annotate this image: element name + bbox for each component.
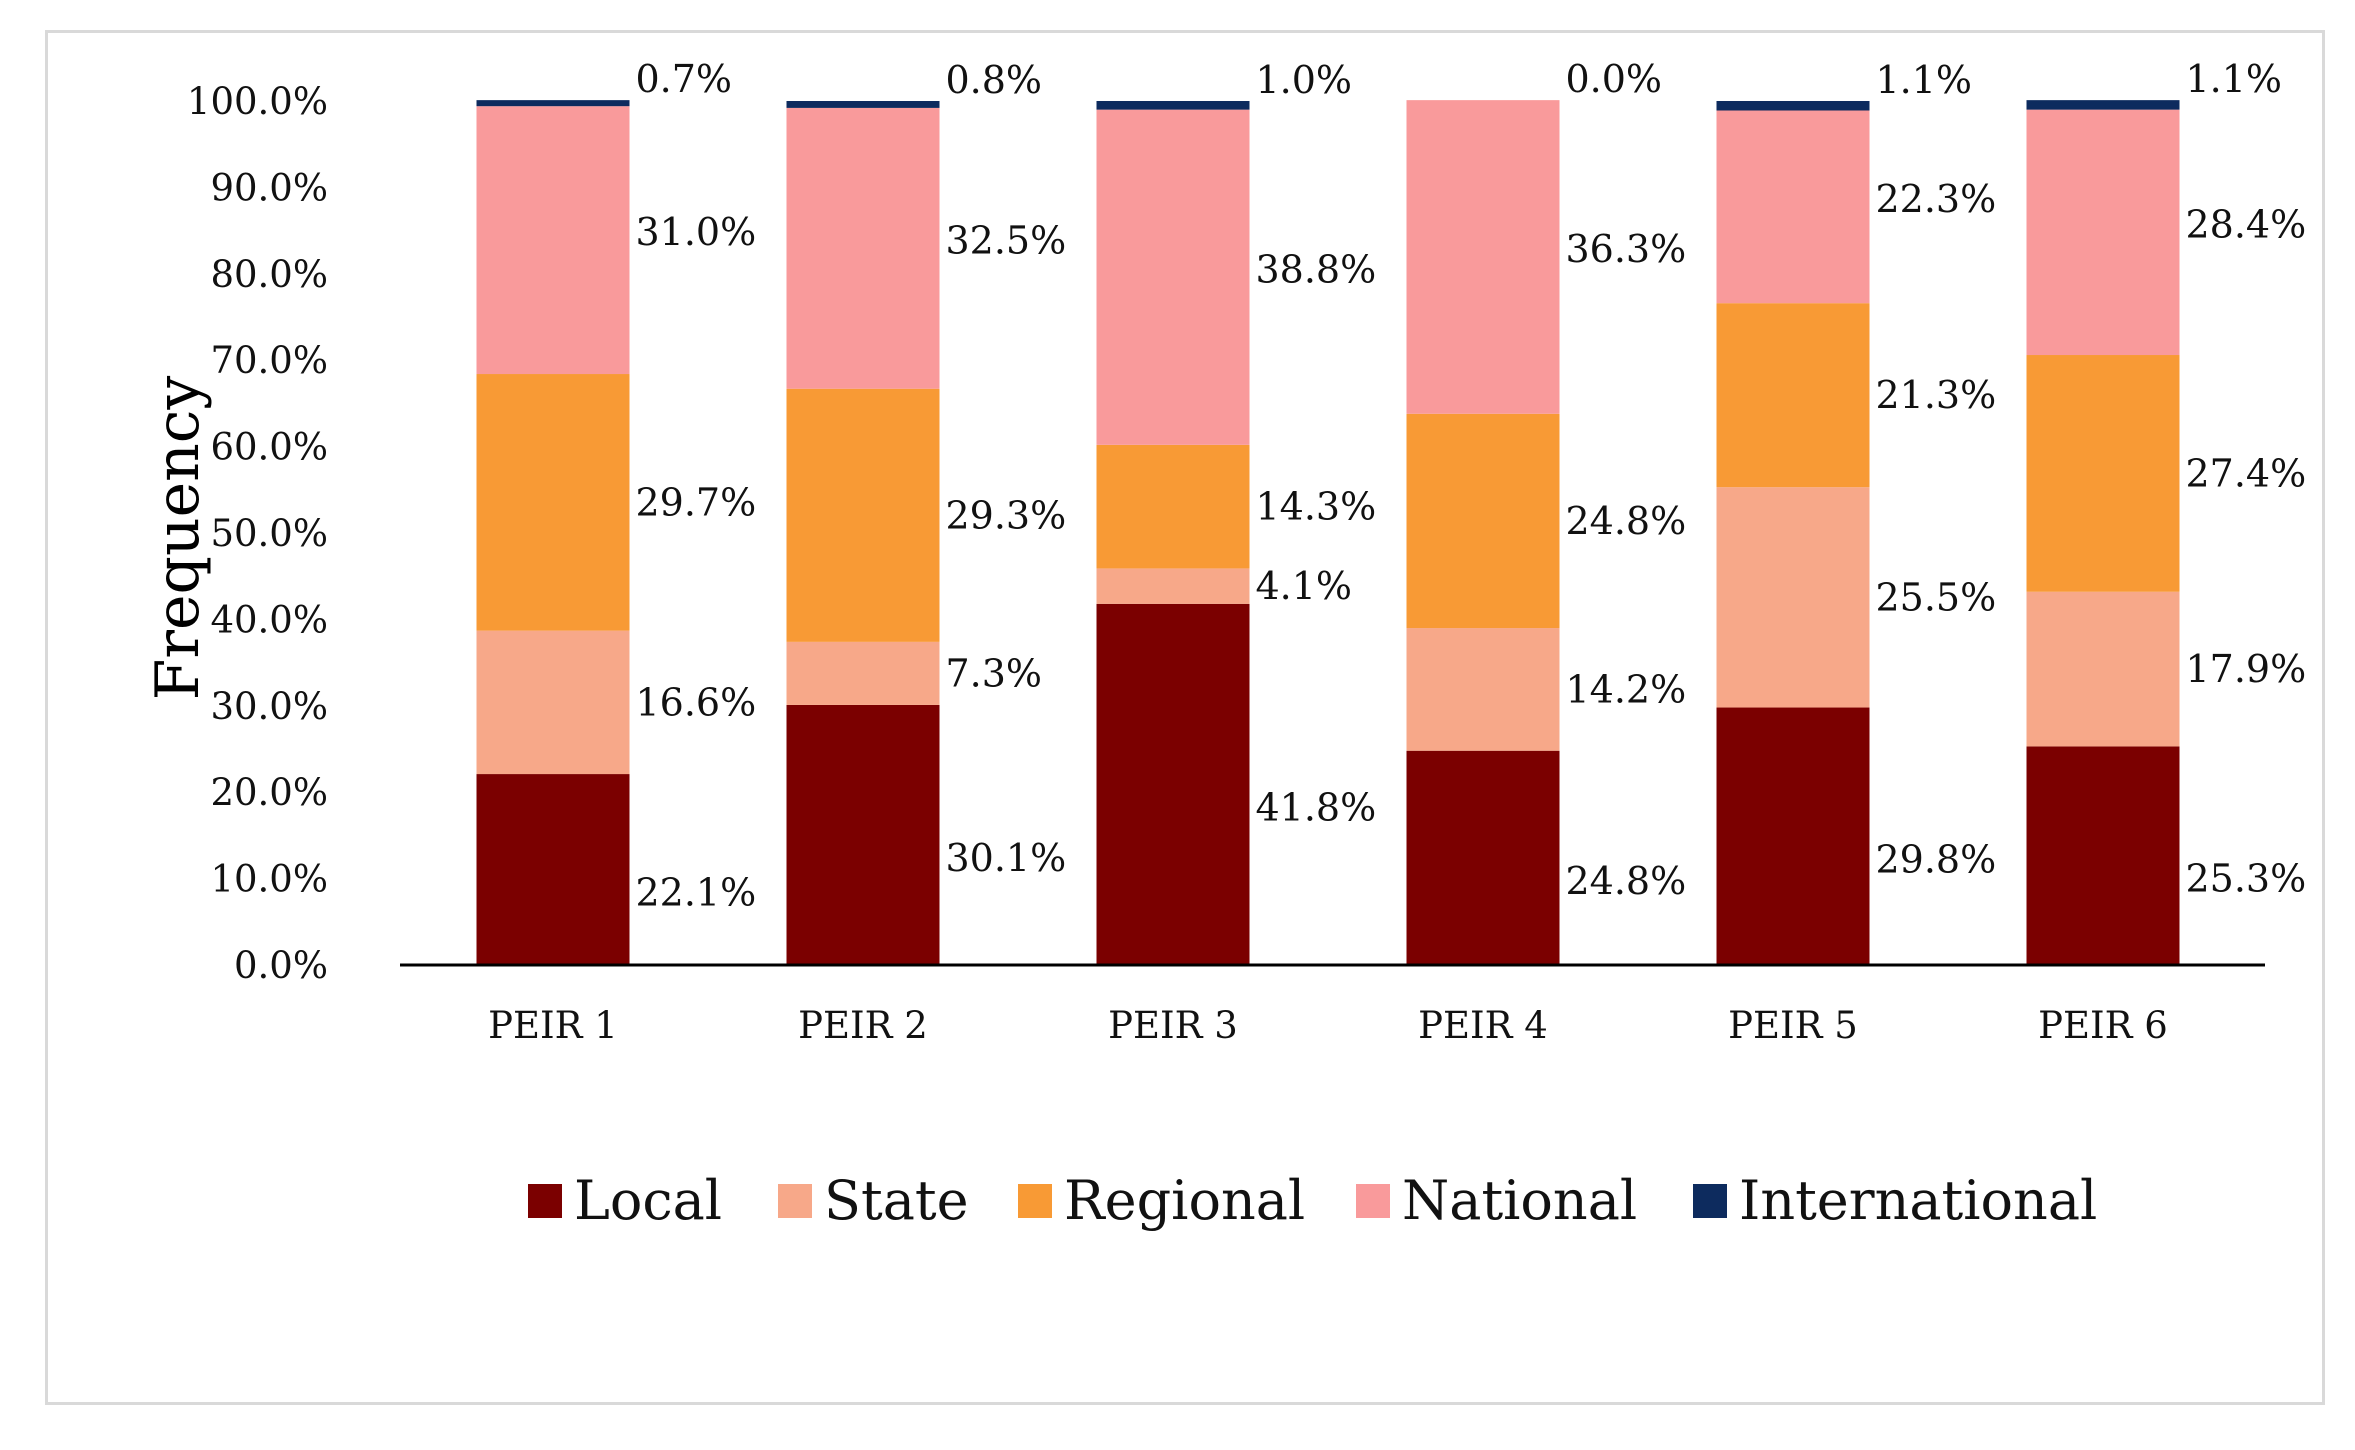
data-label-state-2: 7.3% bbox=[946, 651, 1043, 695]
bar-regional-4 bbox=[1406, 413, 1560, 629]
stacked-bar-chart: Frequency 0.0% 10.0% 20.0% 30.0% 40.0% 50.0% 6… bbox=[143, 57, 2307, 1232]
data-label-regional-2: 29.3% bbox=[946, 493, 1067, 537]
bar-national-3 bbox=[1096, 109, 1250, 445]
x-axis-ticks: PEIR 1 PEIR 2 PEIR 3 PEIR 4 PEIR 5 PEIR 6 bbox=[488, 1004, 2168, 1047]
data-label-regional-5: 21.3% bbox=[1876, 373, 1997, 417]
bar-international-5 bbox=[1716, 101, 1870, 111]
data-label-international-5: 1.1% bbox=[1876, 58, 1973, 102]
bar-national-2 bbox=[786, 107, 940, 389]
data-label-international-1: 0.7% bbox=[636, 57, 733, 101]
x-tick-label: PEIR 1 bbox=[488, 1004, 618, 1047]
bar-international-1 bbox=[476, 100, 630, 107]
y-tick-label: 90.0% bbox=[210, 166, 328, 209]
y-tick-label: 60.0% bbox=[210, 426, 328, 469]
data-label-national-5: 22.3% bbox=[1876, 177, 1997, 221]
y-axis-title-group: Frequency bbox=[143, 376, 213, 701]
data-label-local-3: 41.8% bbox=[1256, 785, 1377, 829]
x-tick-label: PEIR 3 bbox=[1108, 1004, 1238, 1047]
data-label-local-5: 29.8% bbox=[1876, 837, 1997, 881]
data-label-national-4: 36.3% bbox=[1566, 227, 1687, 271]
data-label-state-4: 14.2% bbox=[1566, 667, 1687, 711]
data-label-state-3: 4.1% bbox=[1256, 564, 1353, 608]
data-label-international-6: 1.1% bbox=[2186, 57, 2283, 101]
bar-state-4 bbox=[1406, 628, 1560, 751]
bar-state-3 bbox=[1096, 568, 1250, 604]
y-tick-label: 0.0% bbox=[234, 944, 328, 987]
y-tick-label: 80.0% bbox=[210, 253, 328, 296]
y-tick-label: 100.0% bbox=[187, 80, 328, 123]
data-label-international-2: 0.8% bbox=[946, 58, 1043, 102]
data-label-state-1: 16.6% bbox=[636, 680, 757, 724]
legend-swatch-international bbox=[1693, 1184, 1727, 1218]
bar-local-5 bbox=[1716, 707, 1870, 965]
bar-state-6 bbox=[2026, 591, 2180, 747]
y-tick-label: 40.0% bbox=[210, 598, 328, 641]
bar-international-3 bbox=[1096, 101, 1250, 110]
data-label-national-1: 31.0% bbox=[636, 210, 757, 254]
bar-state-2 bbox=[786, 641, 940, 705]
chart-frame: Frequency 0.0% 10.0% 20.0% 30.0% 40.0% 50.0% 6… bbox=[45, 30, 2325, 1405]
bar-international-2 bbox=[786, 101, 940, 108]
bar-state-1 bbox=[476, 630, 630, 775]
bar-regional-2 bbox=[786, 388, 940, 642]
legend-label-regional: Regional bbox=[1064, 1169, 1305, 1232]
data-label-state-6: 17.9% bbox=[2186, 647, 2307, 691]
data-label-state-5: 25.5% bbox=[1876, 575, 1997, 619]
bar-local-4 bbox=[1406, 750, 1560, 965]
y-axis-ticks: 0.0% 10.0% 20.0% 30.0% 40.0% 50.0% 60.0% 70.0% 8… bbox=[187, 80, 328, 987]
data-label-regional-3: 14.3% bbox=[1256, 485, 1377, 529]
data-label-national-6: 28.4% bbox=[2186, 202, 2307, 246]
bar-local-1 bbox=[476, 774, 630, 965]
data-label-national-3: 38.8% bbox=[1256, 247, 1377, 291]
bar-national-1 bbox=[476, 106, 630, 375]
data-label-international-3: 1.0% bbox=[1256, 58, 1353, 102]
bar-regional-6 bbox=[2026, 355, 2180, 592]
legend-swatch-regional bbox=[1018, 1184, 1052, 1218]
legend-swatch-local bbox=[528, 1184, 562, 1218]
y-tick-label: 30.0% bbox=[210, 685, 328, 728]
data-label-regional-6: 27.4% bbox=[2186, 451, 2307, 495]
legend-swatch-state bbox=[778, 1184, 812, 1218]
bar-regional-5 bbox=[1716, 303, 1870, 488]
data-label-local-4: 24.8% bbox=[1566, 859, 1687, 903]
legend-swatch-national bbox=[1356, 1184, 1390, 1218]
data-label-international-4: 0.0% bbox=[1566, 57, 1663, 101]
x-tick-label: PEIR 4 bbox=[1418, 1004, 1548, 1047]
x-tick-label: PEIR 2 bbox=[798, 1004, 928, 1047]
data-labels: 22.1% 16.6% 29.7% 31.0% 0.7% 30.1% 7.3% 29.3% 32… bbox=[636, 57, 2307, 914]
bar-local-6 bbox=[2026, 746, 2180, 965]
bar-local-2 bbox=[786, 704, 940, 965]
y-axis-title: Frequency bbox=[143, 376, 213, 701]
data-label-local-2: 30.1% bbox=[946, 836, 1067, 880]
x-tick-label: PEIR 6 bbox=[2038, 1004, 2168, 1047]
legend-label-state: State bbox=[824, 1169, 969, 1232]
y-tick-label: 70.0% bbox=[210, 339, 328, 382]
bar-regional-3 bbox=[1096, 444, 1250, 569]
data-label-national-2: 32.5% bbox=[946, 218, 1067, 262]
data-label-local-1: 22.1% bbox=[636, 871, 757, 915]
bar-national-6 bbox=[2026, 109, 2180, 356]
y-tick-label: 50.0% bbox=[210, 512, 328, 555]
bar-national-4 bbox=[1406, 100, 1560, 414]
y-tick-label: 20.0% bbox=[210, 771, 328, 814]
bar-local-3 bbox=[1096, 603, 1250, 965]
bar-state-5 bbox=[1716, 487, 1870, 708]
data-label-regional-1: 29.7% bbox=[636, 480, 757, 524]
legend-label-local: Local bbox=[574, 1169, 722, 1232]
legend-label-international: International bbox=[1739, 1169, 2097, 1232]
data-label-local-6: 25.3% bbox=[2186, 857, 2307, 901]
bar-national-5 bbox=[1716, 110, 1870, 304]
y-tick-label: 10.0% bbox=[210, 858, 328, 901]
x-tick-label: PEIR 5 bbox=[1728, 1004, 1858, 1047]
legend: Local State Regional National International bbox=[528, 1169, 2097, 1232]
bar-regional-1 bbox=[476, 374, 630, 631]
data-label-regional-4: 24.8% bbox=[1566, 499, 1687, 543]
bar-international-6 bbox=[2026, 100, 2180, 110]
legend-label-national: National bbox=[1402, 1169, 1637, 1232]
bars bbox=[476, 100, 2180, 965]
